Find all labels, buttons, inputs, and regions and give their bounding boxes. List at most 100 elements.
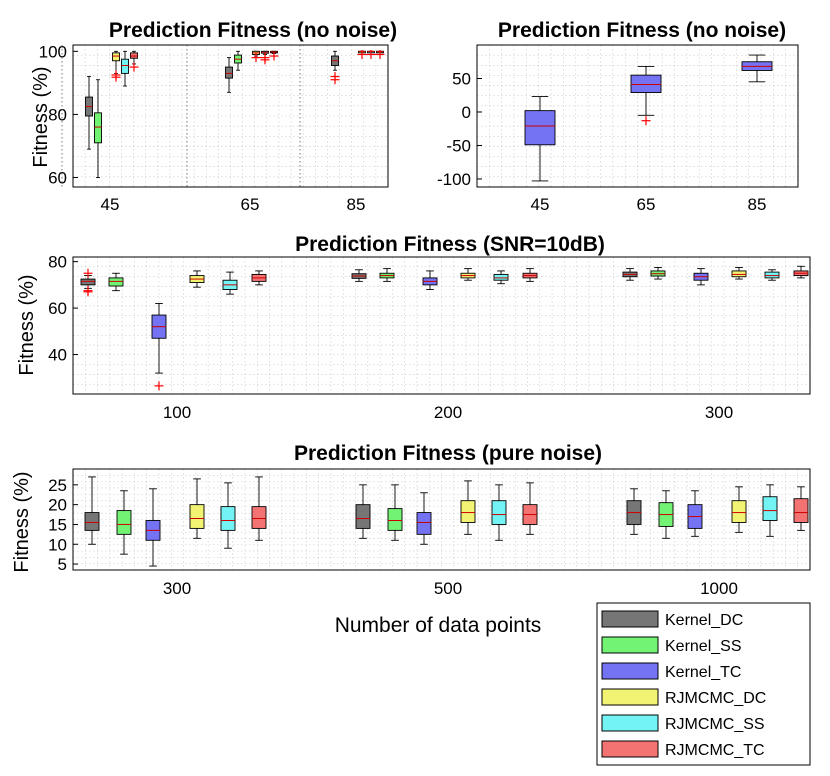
box-body — [460, 500, 476, 523]
y-tick-label: 60 — [48, 299, 67, 318]
box-kernel-dc-300 — [622, 268, 638, 281]
box-kernel-ss-100 — [108, 272, 124, 292]
box-kernel-ss-200 — [379, 268, 395, 282]
box-rjmcmc-ss-300 — [764, 269, 780, 281]
legend-item-rjmcmc-dc: RJMCMC_DC — [601, 688, 766, 707]
panel-snr-10db: Prediction Fitness (SNR=10dB) Fitness (%… — [16, 233, 811, 422]
x-tick-label: 1000 — [700, 579, 738, 598]
y-tick-label: 25 — [48, 476, 67, 495]
box-kernel-tc-1000 — [687, 490, 703, 537]
panel-title: Prediction Fitness (pure noise) — [294, 442, 602, 465]
box-rjmcmc-tc-100 — [251, 270, 267, 286]
box-rjmcmc-ss-1000 — [762, 484, 778, 537]
panel-title: Prediction Fitness (no noise) — [109, 19, 397, 42]
x-tick-label: 300 — [705, 403, 733, 422]
minor-grid — [73, 45, 388, 187]
outlier-marker — [330, 75, 340, 85]
legend-item-rjmcmc-ss: RJMCMC_SS — [601, 714, 765, 733]
box-body — [84, 512, 100, 531]
panel-pure-noise: Prediction Fitness (pure noise) Fitness … — [11, 442, 811, 637]
legend-label: Kernel_SS — [665, 638, 742, 655]
outlier-marker — [129, 62, 139, 72]
box-body — [491, 500, 507, 525]
box-rjmcmc-ss-500 — [491, 484, 507, 541]
x-axis-label: Number of data points — [335, 614, 542, 637]
box-kernel-dc-45 — [85, 76, 93, 150]
box-rjmcmc-ss-85 — [366, 49, 376, 59]
box-body — [94, 112, 102, 144]
x-tick-label: 45 — [531, 195, 550, 214]
box-rjmcmc-dc-300 — [731, 266, 747, 280]
box-body — [108, 277, 124, 287]
y-tick-label: 10 — [48, 535, 67, 554]
box-body — [121, 58, 129, 74]
outlier-marker — [154, 381, 164, 391]
box-rjmcmc-dc-500 — [460, 480, 476, 535]
box-kernel-ss-500 — [387, 484, 403, 541]
minor-grid — [73, 257, 810, 394]
box-rjmcmc-dc-200 — [460, 268, 476, 281]
box-body — [387, 508, 403, 531]
box-body — [416, 512, 432, 535]
axes-frame — [72, 44, 389, 188]
legend-label: Kernel_DC — [665, 612, 743, 629]
axes-frame — [476, 44, 799, 188]
legend-swatch — [601, 688, 659, 706]
axes-frame — [72, 256, 811, 395]
box-body — [251, 506, 267, 529]
legend-item-rjmcmc-tc: RJMCMC_TC — [601, 740, 765, 759]
box-body — [764, 271, 780, 279]
x-tick-label: 200 — [434, 403, 462, 422]
box-kernel-tc-65 — [630, 65, 662, 126]
box-kernel-tc-200 — [422, 270, 438, 290]
outlier-marker — [83, 287, 93, 297]
y-axis-label: Fitness (%) — [16, 274, 38, 375]
legend-swatch — [601, 714, 659, 732]
y-tick-label: 40 — [48, 346, 67, 365]
box-rjmcmc-dc-100 — [189, 270, 205, 288]
y-tick-label: 20 — [48, 496, 67, 515]
box-body — [80, 278, 96, 286]
box-body — [112, 52, 120, 62]
box-rjmcmc-tc-85 — [375, 49, 385, 59]
panel-title: Prediction Fitness (SNR=10dB) — [295, 233, 605, 256]
legend-frame — [596, 602, 811, 766]
box-kernel-dc-1000 — [626, 488, 642, 535]
box-rjmcmc-dc-85 — [357, 49, 367, 59]
box-rjmcmc-tc-200 — [522, 268, 538, 282]
box-kernel-tc-45 — [524, 96, 556, 182]
box-kernel-dc-85 — [330, 50, 340, 85]
outlier-marker — [641, 116, 651, 126]
outlier-marker — [269, 51, 279, 61]
outlier-marker — [357, 49, 367, 59]
panel-no-noise-right: Prediction Fitness (no noise) 50 0 -50 -100… — [437, 19, 799, 214]
y-tick-label: 50 — [452, 69, 471, 88]
box-kernel-tc-300 — [145, 488, 161, 567]
outlier-marker — [366, 49, 376, 59]
legend-label: RJMCMC_TC — [665, 742, 765, 759]
box-kernel-ss-300 — [116, 490, 132, 555]
legend-label: RJMCMC_DC — [665, 690, 766, 707]
box-body — [793, 498, 809, 523]
box-rjmcmc-dc-65 — [251, 50, 261, 63]
box-rjmcmc-dc-1000 — [731, 486, 747, 533]
box-kernel-dc-300 — [84, 476, 100, 545]
y-tick-label: 80 — [48, 253, 67, 272]
box-body — [731, 270, 747, 278]
box-body — [189, 504, 205, 529]
box-kernel-tc-85 — [741, 54, 773, 83]
legend-item-kernel-tc: Kernel_TC — [601, 662, 741, 681]
box-kernel-ss-45 — [94, 79, 102, 178]
box-body — [731, 500, 747, 523]
panel-no-noise-left: Prediction Fitness (no noise) Fitness (%… — [30, 19, 397, 214]
x-tick-label: 300 — [163, 579, 191, 598]
box-kernel-tc-500 — [416, 492, 432, 545]
box-kernel-ss-65 — [234, 50, 242, 71]
box-body — [225, 66, 233, 79]
box-kernel-dc-500 — [355, 484, 371, 539]
y-tick-label: -100 — [437, 170, 471, 189]
y-axis-label: Fitness (%) — [11, 471, 33, 572]
box-kernel-dc-200 — [351, 269, 367, 282]
x-tick-label: 85 — [347, 195, 366, 214]
